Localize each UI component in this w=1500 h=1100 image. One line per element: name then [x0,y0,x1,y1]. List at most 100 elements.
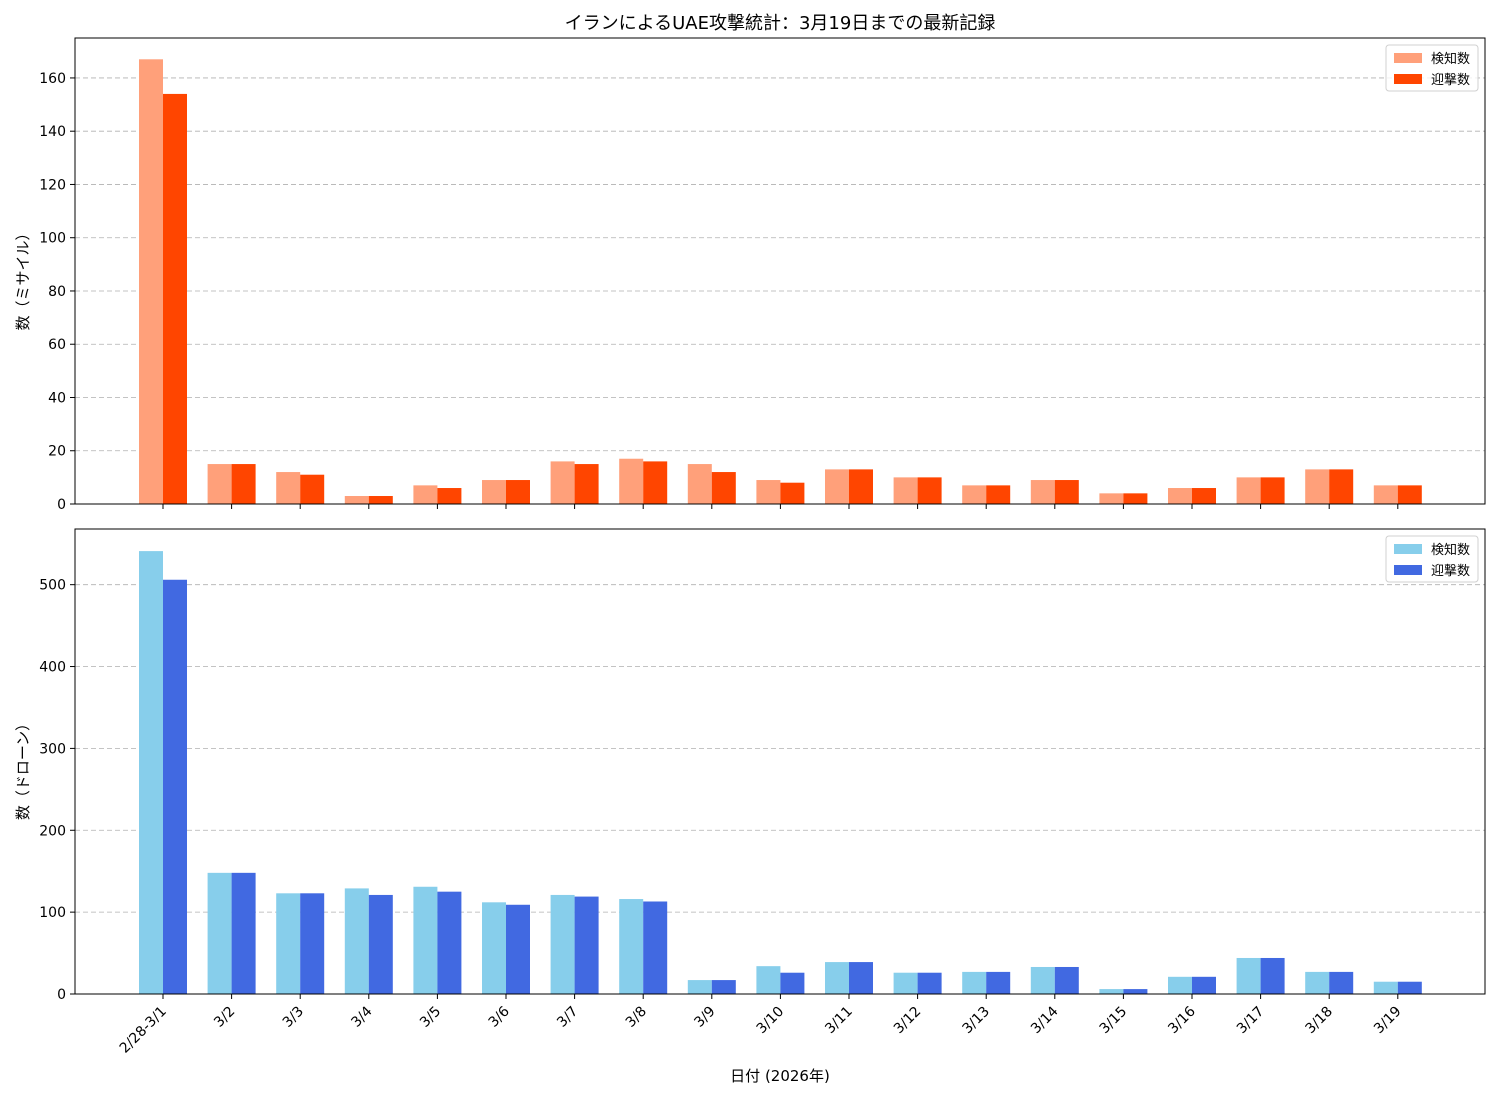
y-tick-label: 0 [57,497,66,513]
missile-bar-intercepted [1260,477,1285,504]
drone-bar-intercepted [1054,966,1079,994]
y-tick-label: 140 [39,124,66,140]
drone-bar-detected [413,886,438,994]
missile-bar-intercepted [1397,485,1422,504]
drone-bar-intercepted [711,980,736,994]
missile-bar-intercepted [506,480,530,504]
missile-bar-detected [1236,477,1261,504]
legend-swatch [1394,74,1422,84]
y-tick-label: 200 [39,823,66,839]
missile-bar-detected [413,485,438,504]
missile-bar-intercepted [1329,469,1354,504]
y-tick-label: 160 [39,71,66,87]
missile-bar-detected [482,480,506,504]
plot-frame [74,528,1486,995]
x-tick-label: 2/28-3/1 [117,1004,170,1057]
plot-frame [74,37,1486,505]
x-tick-label: 3/3 [280,1004,307,1031]
drone-bar-detected [962,971,987,994]
y-tick-label: 400 [39,660,66,676]
drone-bar-detected [1030,966,1055,994]
x-tick-label: 3/13 [959,1004,993,1038]
drone-bar-intercepted [506,904,530,994]
x-tick-label: 3/5 [417,1004,444,1031]
drone-bar-intercepted [1397,981,1422,994]
x-axis-label: 日付 (2026年) [730,1067,830,1085]
drone-bar-detected [756,966,781,994]
legend-label: 迎撃数 [1431,72,1470,88]
missile-bar-intercepted [1192,488,1216,504]
x-tick-label: 3/11 [822,1004,856,1038]
drone-bar-detected [1373,981,1398,994]
y-tick-label: 20 [48,444,66,460]
y-tick-label: 40 [48,390,66,406]
drone-bar-intercepted [1329,971,1354,994]
legend-swatch [1394,565,1422,575]
drone-bar-intercepted [917,972,942,994]
x-tick-label: 3/2 [211,1004,238,1031]
missile-bar-detected [276,472,301,504]
x-tick-label: 3/18 [1302,1004,1336,1038]
drone-bar-detected [207,872,232,994]
y-axis-label: 数（ミサイル） [14,225,32,330]
missile-bar-intercepted [163,93,187,505]
missile-bar-detected [1373,485,1398,504]
x-tick-label: 3/15 [1097,1004,1131,1038]
missile-bar-intercepted [849,469,873,504]
drone-bar-detected [139,551,163,994]
missile-bar-detected [1030,480,1055,504]
legend-swatch [1394,544,1422,554]
missile-bar-detected [1305,469,1330,504]
x-tick-label: 3/19 [1371,1004,1405,1038]
missile-bar-detected [550,461,575,504]
drone-bar-detected [1305,971,1330,994]
x-tick-label: 3/4 [348,1003,375,1030]
drone-bar-intercepted [1192,976,1216,994]
drone-bar-detected [482,902,506,994]
missile-bar-intercepted [917,477,942,504]
missile-bar-intercepted [231,464,256,504]
x-tick-label: 3/16 [1165,1003,1199,1037]
drone-bar-intercepted [368,894,393,994]
missile-bar-detected [687,464,712,504]
missile-bar-intercepted [368,496,393,504]
y-tick-label: 100 [39,905,66,921]
y-tick-label: 120 [39,177,66,193]
y-tick-label: 0 [57,987,66,1003]
drone-bar-intercepted [986,971,1011,994]
drone-bar-detected [1236,957,1261,994]
missile-bar-intercepted [780,482,805,504]
missile-bar-intercepted [1123,493,1148,504]
drone-bar-detected [1099,989,1124,994]
drone-bar-intercepted [1123,989,1148,994]
drone-panel: 0 100 200 300 400 500 2/28-3/1 3/2 3/3 3/4 3/5 3/6 3… [14,528,1486,1057]
missile-bar-detected [1168,488,1192,504]
missile-bar-intercepted [643,461,668,504]
x-tick-label: 3/8 [623,1004,650,1031]
drone-bar-intercepted [437,891,462,994]
missile-bar-intercepted [986,485,1011,504]
missile-bar-detected [619,458,644,504]
x-tick-label: 3/14 [1028,1003,1062,1037]
drone-bar-detected [687,980,712,994]
missile-bar-detected [344,496,369,504]
y-tick-label: 60 [48,337,66,353]
x-tick-label: 3/17 [1234,1004,1268,1038]
drone-bar-intercepted [163,579,187,994]
missile-bar-intercepted [300,474,325,504]
chart-title: イランによるUAE攻撃統計：3月19日までの最新記録 [565,13,996,34]
legend-label: 検知数 [1431,51,1470,67]
y-axis-label: 数（ドローン） [14,716,32,820]
y-tick-label: 80 [48,284,66,300]
drone-bar-intercepted [574,896,599,994]
missile-bar-detected [962,485,987,504]
drone-bar-detected [550,894,575,994]
x-tick-label: 3/7 [554,1004,581,1031]
x-tick-label: 3/9 [691,1004,718,1031]
drone-bar-detected [893,972,918,994]
